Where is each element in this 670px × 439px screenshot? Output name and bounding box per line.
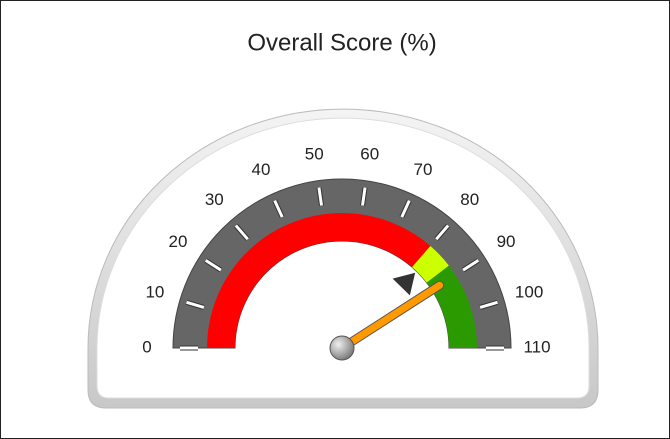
tick-mark [400, 200, 411, 218]
tick-mark [273, 200, 284, 218]
tick-label: 10 [145, 283, 164, 302]
needle-hub [329, 335, 355, 361]
tick-mark [479, 300, 498, 309]
scale-band [172, 178, 512, 349]
color-band [207, 213, 431, 348]
needle [338, 281, 444, 352]
tick-label: 30 [205, 190, 224, 209]
tick-label: 0 [142, 337, 151, 356]
tick-label: 60 [360, 144, 379, 163]
tick-mark [317, 187, 323, 206]
tick-label: 80 [460, 190, 479, 209]
tick-mark [234, 224, 249, 241]
tick-label: 100 [515, 283, 543, 302]
color-band [412, 245, 449, 283]
tick-label: 20 [168, 232, 187, 251]
tick-label: 40 [252, 160, 271, 179]
tick-label: 70 [414, 160, 433, 179]
tick-mark [435, 224, 450, 241]
tick-mark [361, 187, 367, 206]
tick-label: 90 [497, 232, 516, 251]
tick-mark [204, 259, 222, 272]
target-marker [392, 272, 416, 296]
tick-mark [186, 300, 205, 309]
tick-label: 110 [523, 337, 550, 356]
tick-label: 50 [305, 144, 324, 163]
tick-mark [462, 259, 480, 272]
chart-title: Overall Score (%) [247, 29, 436, 56]
